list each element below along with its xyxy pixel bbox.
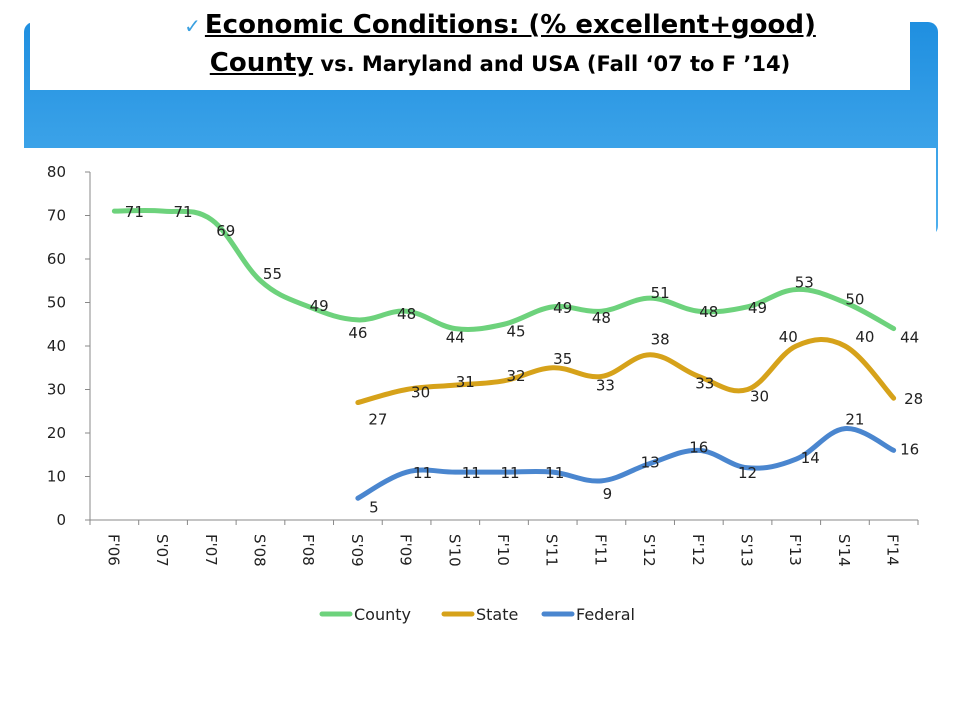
y-tick-label: 20 [47, 424, 66, 442]
chart-subtitle-rest: vs. Maryland and USA (Fall ‘07 to F ’14) [313, 52, 791, 76]
data-label-federal: 11 [413, 464, 432, 482]
x-tick-label: F'11 [591, 534, 609, 566]
data-label-state: 33 [596, 376, 615, 394]
data-label-county: 49 [310, 297, 329, 315]
data-label-federal: 16 [900, 440, 919, 458]
data-label-county: 44 [900, 329, 919, 347]
x-tick-label: F'13 [786, 534, 804, 566]
data-label-county: 48 [592, 309, 611, 327]
data-label-state: 30 [750, 388, 769, 406]
data-label-federal: 11 [500, 464, 519, 482]
data-label-federal: 12 [738, 464, 757, 482]
checkmark-icon: ✓ [184, 14, 201, 38]
data-label-county: 50 [845, 291, 864, 309]
y-tick-label: 70 [47, 207, 66, 225]
chart-title-text: Economic Conditions: (% excellent+good) [204, 10, 816, 40]
data-label-county: 45 [506, 322, 525, 340]
data-label-state: 33 [695, 374, 714, 392]
chart-title: ✓ Economic Conditions: (% excellent+good) [30, 10, 960, 40]
data-label-state: 31 [456, 373, 475, 391]
x-tick-label: S'07 [153, 534, 171, 567]
data-label-county: 51 [651, 284, 670, 302]
line-chart: 0 10 20 30 40 50 60 70 80 F'06 S'07 F'07 S'08 F'08 S'0… [47, 163, 923, 624]
x-tick-label: F'12 [689, 534, 707, 566]
data-label-county: 53 [795, 273, 814, 291]
x-tick-label: S'14 [835, 534, 853, 567]
data-label-state: 30 [411, 384, 430, 402]
x-tick-label: S'12 [640, 534, 658, 567]
data-label-county: 48 [397, 305, 416, 323]
data-label-county: 48 [699, 303, 718, 321]
y-tick-label: 30 [47, 381, 66, 399]
x-tick-label: F'08 [299, 534, 317, 566]
data-label-county: 49 [553, 299, 572, 317]
data-label-county: 71 [174, 203, 193, 221]
x-tick-label: S'10 [445, 534, 463, 567]
data-label-federal: 21 [845, 411, 864, 429]
data-label-federal: 9 [603, 485, 613, 503]
legend-label-federal: Federal [576, 605, 635, 624]
legend-label-county: County [354, 605, 411, 624]
series-line-county [111, 207, 897, 332]
x-tick-label: F'06 [104, 534, 122, 566]
data-label-federal: 16 [689, 438, 708, 456]
y-tick-label: 50 [47, 294, 66, 312]
data-label-federal: 5 [369, 498, 379, 516]
legend-label-state: State [476, 605, 518, 624]
y-tick-label: 80 [47, 163, 66, 181]
data-label-county: 69 [216, 222, 235, 240]
x-tick-label: S'11 [543, 534, 561, 567]
x-tick-label: S'09 [348, 534, 366, 567]
x-tick-label: S'08 [250, 534, 268, 567]
data-label-county: 71 [125, 203, 144, 221]
data-label-state: 38 [651, 331, 670, 349]
data-label-county: 49 [748, 299, 767, 317]
data-label-state: 27 [368, 411, 387, 429]
x-tick-label: F'07 [202, 534, 220, 566]
data-label-county: 46 [348, 324, 367, 342]
data-label-federal: 14 [801, 449, 820, 467]
x-tick-label: F'10 [494, 534, 512, 566]
data-label-federal: 13 [641, 453, 660, 471]
data-label-county: 44 [446, 329, 465, 347]
data-label-state: 40 [855, 328, 874, 346]
x-tick-label: S'13 [738, 534, 756, 567]
data-label-county: 55 [263, 265, 282, 283]
data-label-federal: 11 [462, 464, 481, 482]
x-tick-label: F'09 [397, 534, 415, 566]
y-tick-label: 0 [56, 511, 66, 529]
chart-subtitle-county: County [209, 48, 314, 78]
data-label-federal: 11 [545, 464, 564, 482]
data-label-state: 35 [553, 350, 572, 368]
series-line-state [355, 337, 897, 406]
series-line-federal [355, 426, 897, 501]
x-tick-label: F'14 [884, 534, 902, 566]
data-label-state: 28 [904, 390, 923, 408]
y-tick-label: 60 [47, 250, 66, 268]
chart-plot-area: 0 10 20 30 40 50 60 70 80 F'06 S'07 F'07 S'08 F'08 S'0… [0, 148, 936, 648]
chart-subtitle: County vs. Maryland and USA (Fall ‘07 to… [30, 48, 960, 78]
title-box: ✓ Economic Conditions: (% excellent+good)… [30, 0, 910, 90]
y-tick-label: 40 [47, 337, 66, 355]
data-label-state: 40 [779, 328, 798, 346]
y-tick-label: 10 [47, 468, 66, 486]
data-label-state: 32 [506, 367, 525, 385]
